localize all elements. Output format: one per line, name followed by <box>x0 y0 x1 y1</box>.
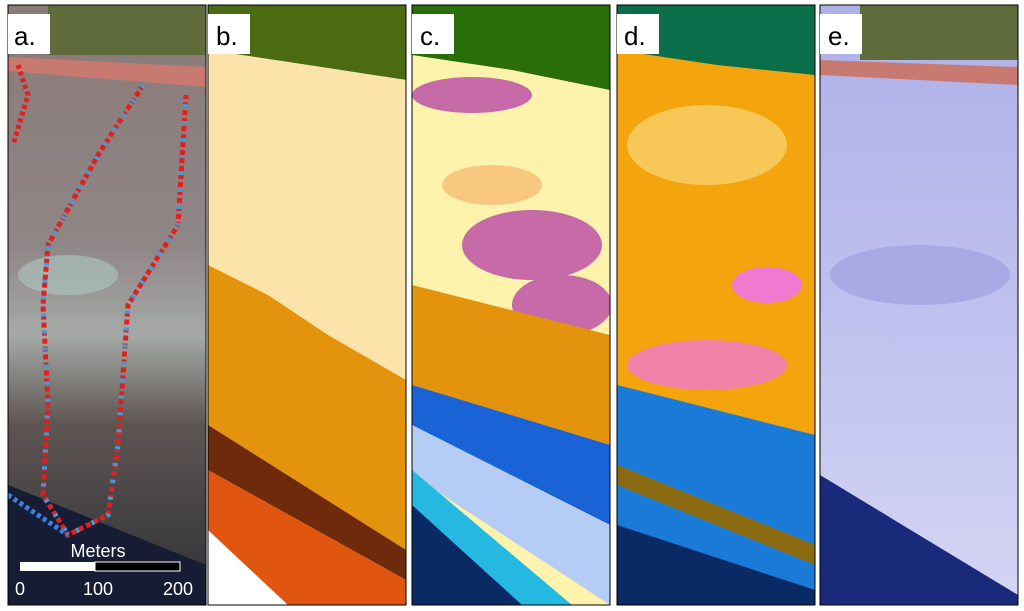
zone <box>412 505 522 605</box>
transect-points <box>40 83 189 539</box>
zone <box>412 285 610 455</box>
zone <box>208 265 406 550</box>
scale-label: 200 <box>163 579 193 599</box>
panel-label: a. <box>14 21 36 51</box>
panel-e <box>820 5 1018 605</box>
zone <box>412 385 610 525</box>
label-box <box>412 14 454 54</box>
zone <box>627 105 787 185</box>
scale-title: Meters <box>70 541 125 561</box>
transect <box>8 492 70 538</box>
panel-border <box>7 4 207 606</box>
scale-bar <box>94 561 181 572</box>
panel-label: b. <box>216 21 238 51</box>
panel-label: c. <box>420 21 440 51</box>
zone <box>627 340 787 390</box>
trees <box>48 5 206 55</box>
trees <box>860 5 1018 60</box>
transect <box>10 64 31 146</box>
panel-b <box>208 5 406 605</box>
zone <box>617 385 815 545</box>
zone <box>412 77 532 113</box>
zone <box>617 465 815 565</box>
beach <box>8 57 206 87</box>
zone <box>208 425 406 580</box>
zone <box>617 5 815 75</box>
zone <box>732 267 802 303</box>
zone <box>412 425 610 605</box>
panel-border <box>819 4 1019 606</box>
panel-labels: a. b. c. d. e. <box>8 14 862 54</box>
label-box <box>617 14 659 54</box>
beach <box>820 60 1018 85</box>
label-box <box>8 14 50 54</box>
panel-label: e. <box>828 21 850 51</box>
scale-label: 100 <box>83 579 113 599</box>
zone <box>442 165 542 205</box>
zone <box>208 50 406 380</box>
zone <box>830 245 1010 305</box>
sand-patch <box>18 255 118 295</box>
panel-border <box>411 4 611 606</box>
panel-d <box>617 5 815 605</box>
scale-bar <box>20 562 95 571</box>
panel-border <box>616 4 816 606</box>
zone <box>412 5 610 90</box>
zone <box>208 5 406 80</box>
zone <box>820 475 1018 605</box>
zone <box>462 210 602 280</box>
panel-border <box>207 4 407 606</box>
panel-a: Meters 0 100 200 <box>8 5 206 605</box>
zone <box>208 470 406 605</box>
scale-label: 0 <box>15 579 25 599</box>
label-box <box>820 14 862 54</box>
zone <box>208 530 288 605</box>
panel-c <box>412 5 610 605</box>
zone <box>617 525 815 605</box>
panel-label: d. <box>624 21 646 51</box>
label-box <box>208 14 250 54</box>
